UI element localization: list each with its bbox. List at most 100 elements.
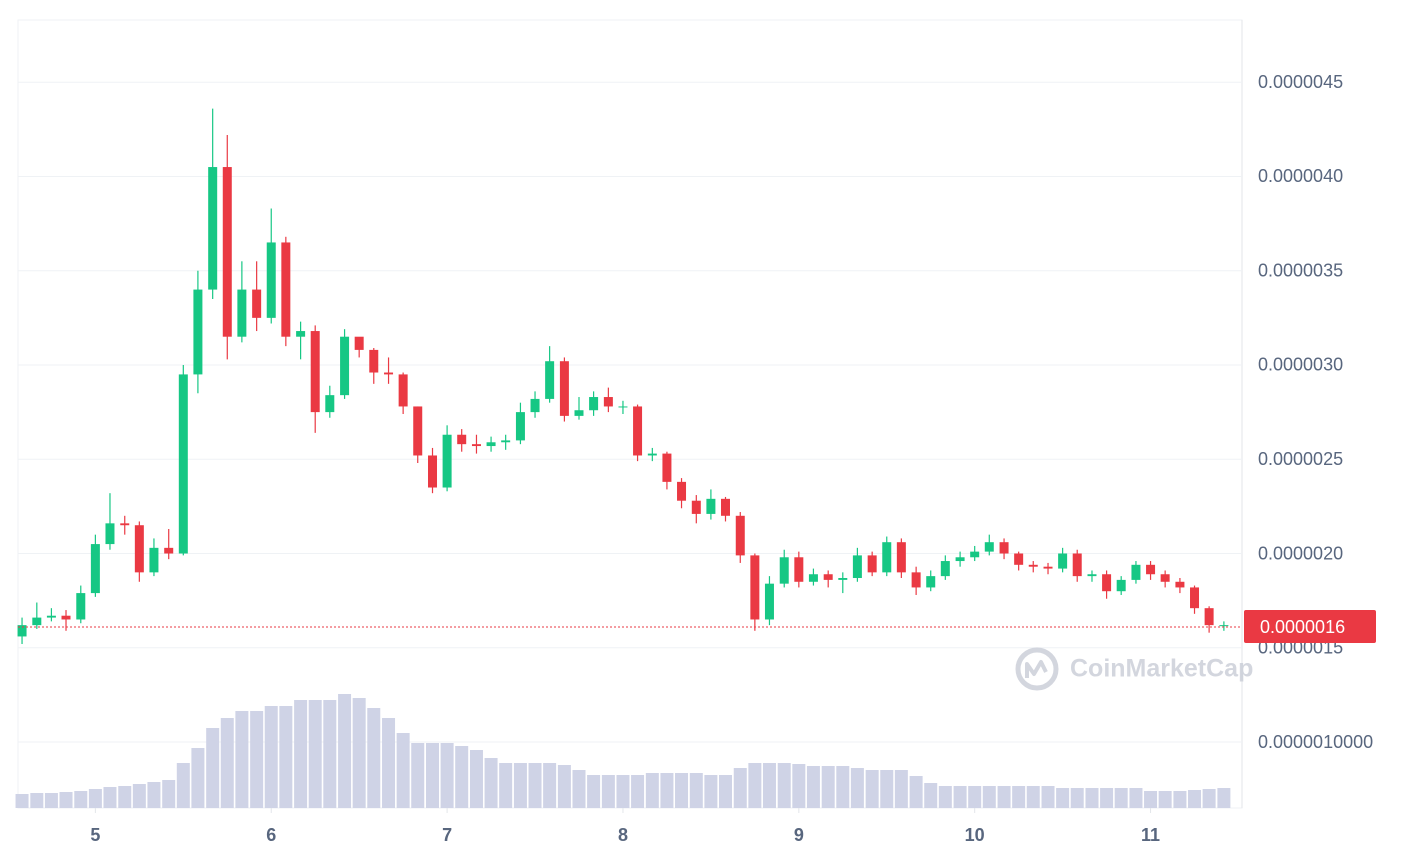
candle-body (457, 434, 467, 445)
candle-body (1058, 553, 1068, 569)
x-tick-label: 9 (794, 825, 804, 845)
candle-body (266, 242, 276, 318)
volume-bar (352, 698, 366, 808)
volume-bar (938, 786, 952, 808)
volume-bar (1188, 790, 1202, 808)
watermark-text: CoinMarketCap (1070, 655, 1253, 683)
volume-bar (1012, 786, 1026, 808)
candle-body (178, 374, 188, 554)
volume-bar (1129, 788, 1143, 808)
volume-bar (279, 706, 293, 808)
candle-body (970, 551, 980, 558)
candle-body (296, 331, 306, 337)
candle-body (471, 444, 481, 447)
candle-body (61, 615, 71, 620)
y-tick-label: 0.0000040 (1258, 166, 1343, 186)
volume-bar (484, 758, 498, 808)
x-tick-label: 6 (266, 825, 276, 845)
volume-bar (323, 700, 337, 808)
x-tick-label: 5 (90, 825, 100, 845)
candle-body (589, 397, 599, 411)
volume-bar (1158, 791, 1172, 808)
x-tick-label: 10 (965, 825, 985, 845)
plot-frame (17, 19, 1243, 809)
volume-bar (660, 773, 674, 808)
volume-bar (689, 773, 703, 808)
candle-body (105, 523, 115, 545)
candle-body (1146, 564, 1156, 575)
volume-bar (733, 768, 747, 808)
candle-body (310, 331, 320, 413)
candle-body (17, 625, 27, 637)
volume-bar (572, 770, 586, 808)
candle-body (1204, 608, 1214, 626)
candle-body (134, 525, 144, 573)
candle-body (808, 574, 818, 582)
candle-body (208, 167, 218, 290)
volume-bar (645, 773, 659, 808)
candle-body (515, 412, 525, 441)
volume-bar (147, 782, 161, 808)
volume-bar (206, 728, 220, 808)
candle-body (545, 361, 555, 399)
last-price-badge (1244, 610, 1376, 644)
candle-body (413, 406, 423, 456)
candle-body (662, 453, 672, 482)
candle-body (823, 574, 833, 580)
volume-bar (1202, 789, 1216, 808)
volume-bar (880, 770, 894, 808)
watermark: CoinMarketCap (1015, 647, 1253, 691)
candle-body (1072, 553, 1082, 577)
volume-bar (74, 791, 88, 808)
candle-body (735, 515, 745, 556)
volume-bar (264, 706, 278, 808)
candle-body (720, 498, 730, 516)
volume-bar (294, 700, 308, 808)
candle-body (999, 542, 1009, 554)
volume-bar (821, 766, 835, 808)
volume-bar (557, 765, 571, 808)
volume-bar (88, 789, 102, 808)
candle-body (984, 542, 994, 552)
candle-body (46, 615, 56, 618)
candle-body (691, 500, 701, 514)
candle-body (867, 555, 877, 573)
volume-bar (235, 711, 249, 808)
candle-body (1131, 564, 1141, 580)
candle-body (325, 395, 335, 413)
volume-bar (631, 775, 645, 808)
volume-bar (806, 766, 820, 808)
volume-bar (1070, 788, 1084, 808)
volume-bar (528, 763, 542, 808)
volume-bar (953, 786, 967, 808)
volume-bar (220, 718, 234, 808)
volume-bar (777, 763, 791, 808)
volume-bar (382, 718, 396, 808)
volume-bar (455, 746, 469, 808)
volume-bar (894, 770, 908, 808)
volume-bar (1041, 786, 1055, 808)
volume-bar (924, 783, 938, 808)
volume-bar (191, 748, 205, 808)
volume-bar (367, 708, 381, 808)
volume-bar (1056, 788, 1070, 808)
candle-body (911, 572, 921, 588)
candle-body (164, 547, 174, 554)
volume-bar (396, 733, 410, 808)
candle-body (618, 406, 628, 408)
candle-body (76, 593, 86, 620)
candle-body (281, 242, 291, 337)
x-tick-label: 7 (442, 825, 452, 845)
candle-body (603, 397, 613, 407)
volume-bar (601, 775, 615, 808)
candle-body (398, 374, 408, 407)
overlay: 0.0000045 0.0000040 0.0000035 0.0000030 0.00… (18, 72, 1376, 845)
candle-body (794, 557, 804, 582)
candle-body (149, 547, 159, 573)
candle-body (955, 557, 965, 562)
candle-body (1116, 579, 1126, 592)
volume-bar (118, 786, 132, 808)
volume-bar (792, 764, 806, 808)
candle-body (222, 167, 232, 337)
candle-body (1219, 625, 1229, 627)
